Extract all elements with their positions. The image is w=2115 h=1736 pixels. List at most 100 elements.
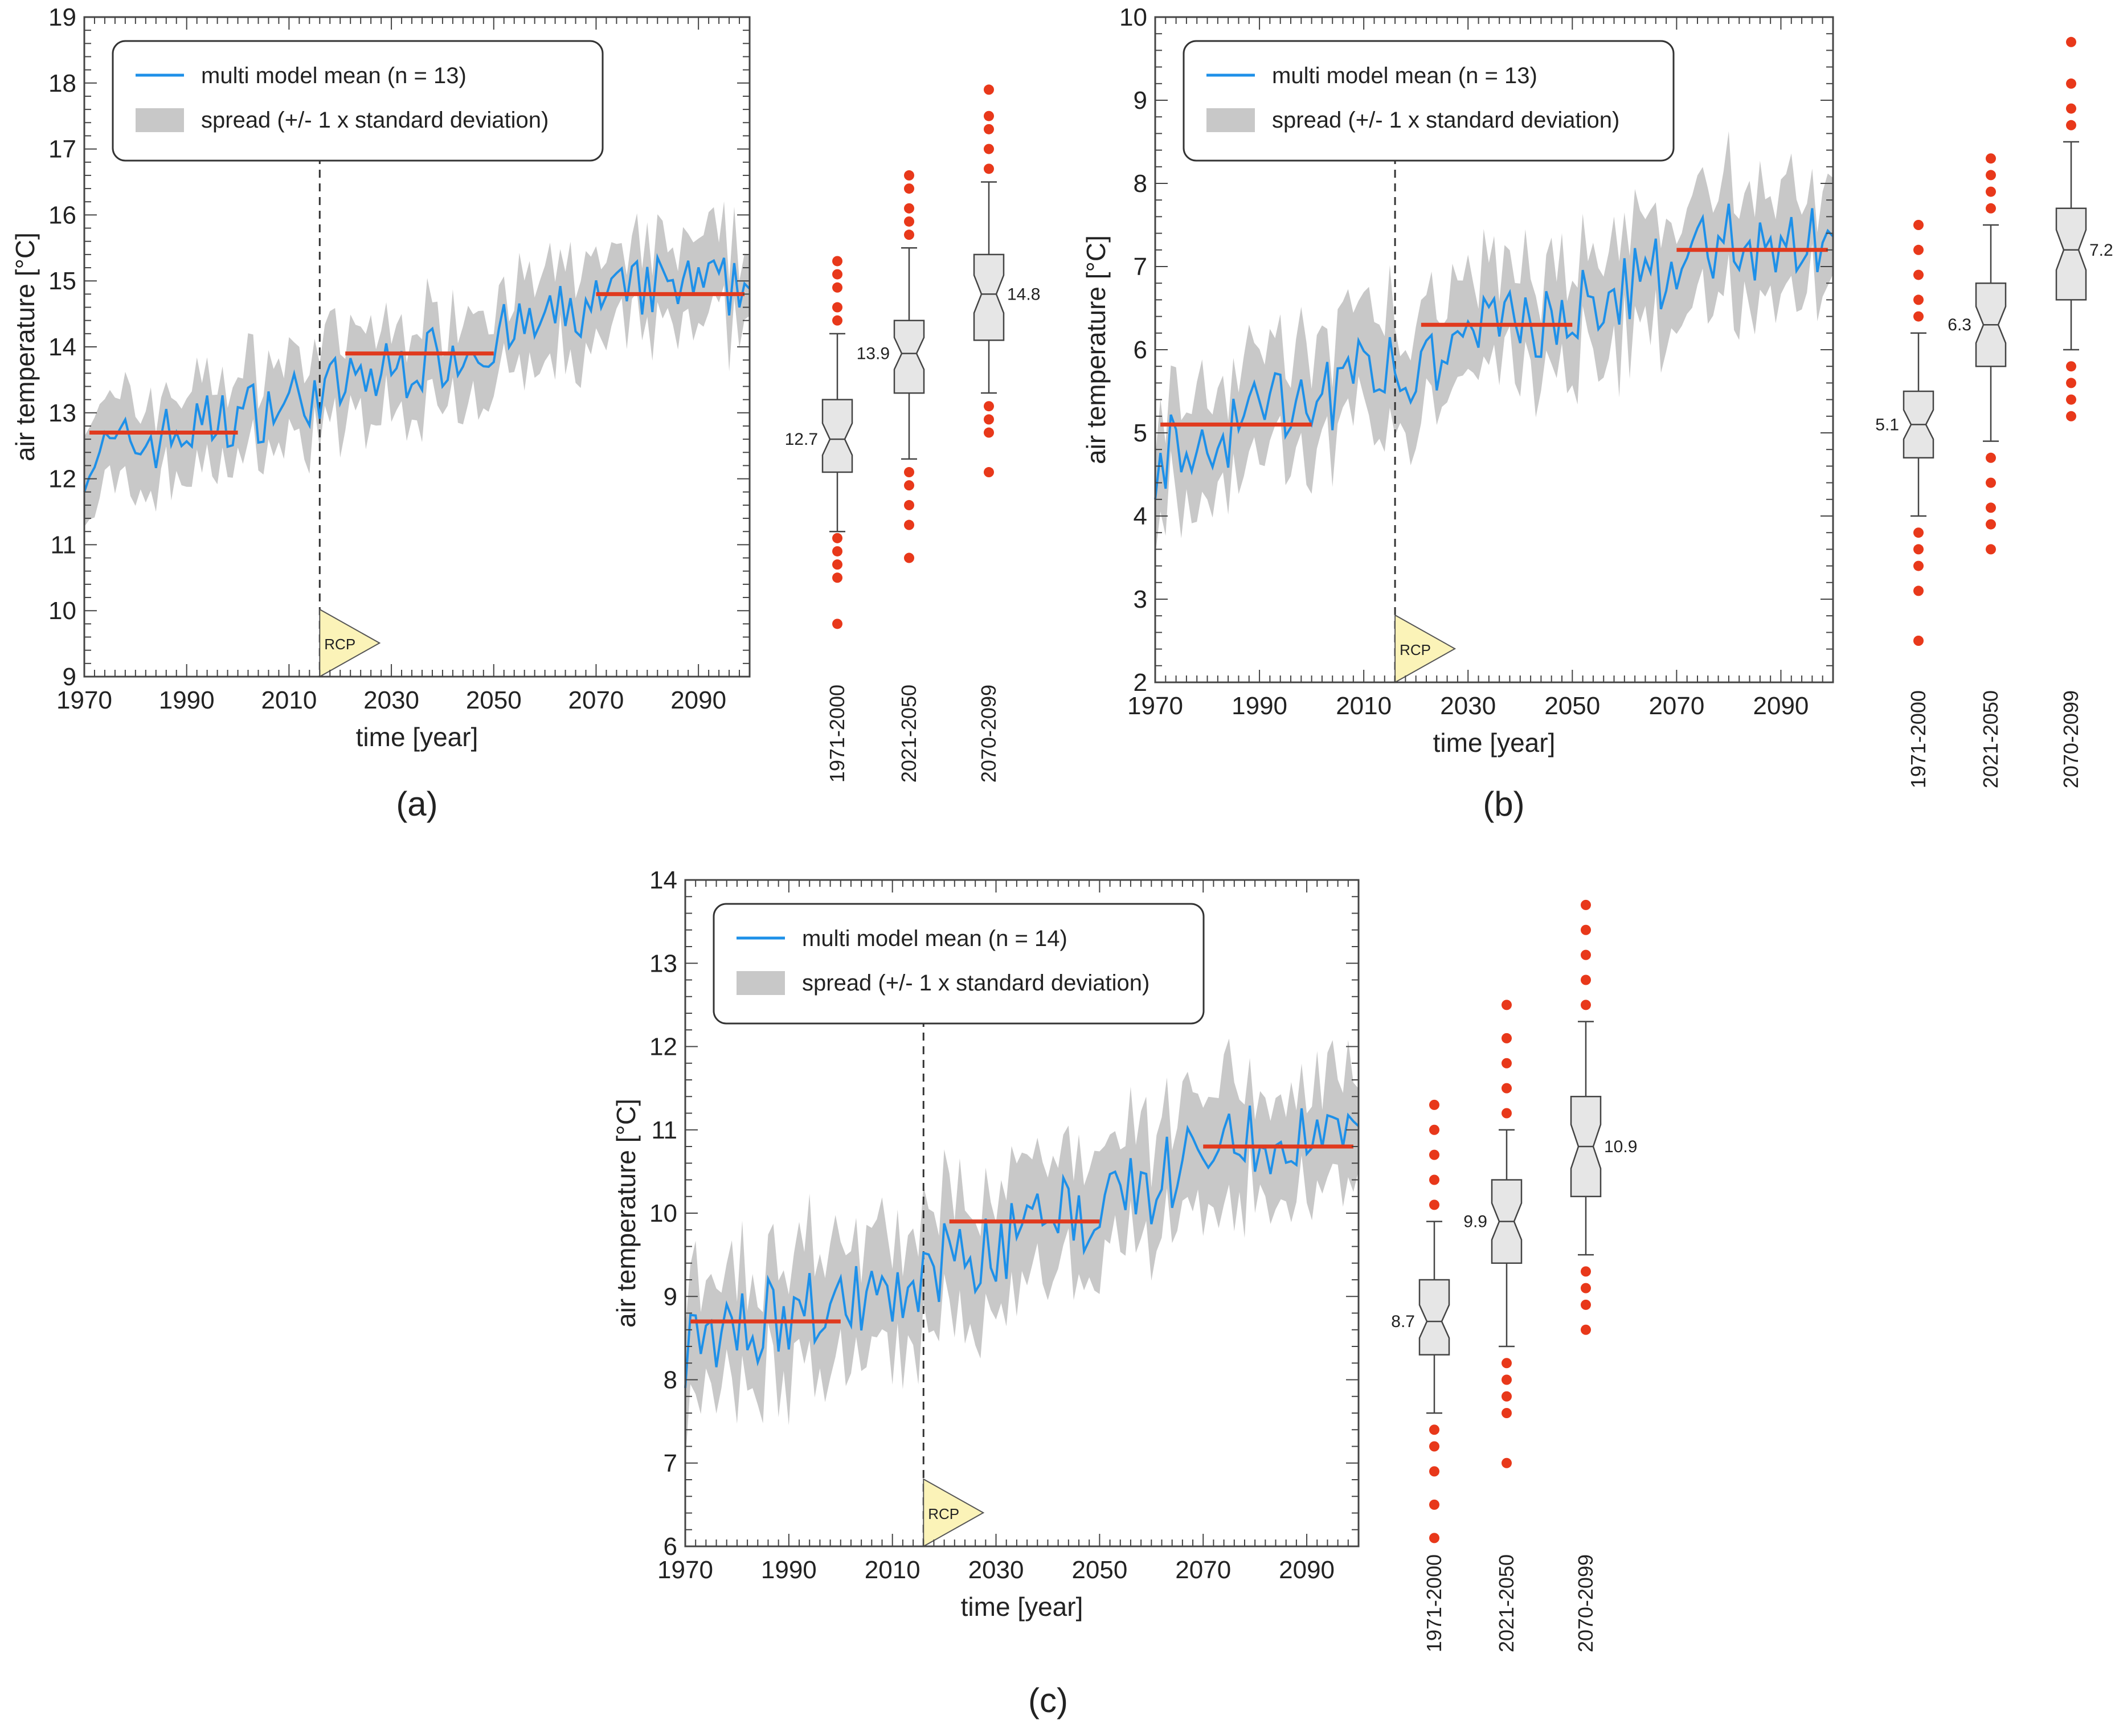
x-axis-label: time [year] <box>961 1592 1083 1622</box>
boxplot-1971-2000: 12.7 1971-2000 <box>785 256 853 783</box>
x-tick-label: 1990 <box>159 686 215 714</box>
outlier-point <box>904 480 914 491</box>
period-label: 2070-2099 <box>977 685 1000 783</box>
outlier-point <box>1581 899 1591 910</box>
x-tick-label: 1990 <box>761 1556 817 1584</box>
period-label: 2021-2050 <box>1979 690 2002 788</box>
x-tick-label: 2070 <box>568 686 624 714</box>
outlier-point <box>1581 1283 1591 1293</box>
outlier-point <box>984 84 994 95</box>
outlier-point <box>1581 1266 1591 1277</box>
outlier-point <box>1502 1033 1512 1043</box>
rcp-label: RCP <box>1400 641 1431 658</box>
outlier-point <box>832 256 842 267</box>
outlier-point <box>1986 186 1996 197</box>
outlier-point <box>1913 294 1924 305</box>
notched-box <box>821 399 853 473</box>
outlier-point <box>832 533 842 543</box>
outlier-point <box>1986 203 1996 214</box>
outlier-point <box>904 552 914 563</box>
y-tick-label: 13 <box>48 399 76 427</box>
y-tick-label: 12 <box>48 465 76 493</box>
y-tick-label: 8 <box>664 1366 677 1394</box>
outlier-point <box>1581 1000 1591 1010</box>
legend-spread-label: spread (+/- 1 x standard deviation) <box>1272 108 1619 133</box>
x-tick-label: 2090 <box>1753 692 1809 720</box>
boxplot-2021-2050: 6.3 2021-2050 <box>1948 153 2007 788</box>
box-mean-label: 13.9 <box>857 345 890 363</box>
outlier-point <box>1429 1533 1439 1543</box>
y-tick-label: 17 <box>48 136 76 163</box>
outlier-point <box>2066 103 2076 114</box>
y-tick-label: 2 <box>1134 669 1147 697</box>
outlier-point <box>1429 1124 1439 1135</box>
y-tick-label: 10 <box>48 597 76 625</box>
y-tick-label: 10 <box>649 1199 677 1227</box>
outlier-point <box>1913 636 1924 646</box>
outlier-point <box>832 282 842 293</box>
legend-box <box>1183 40 1675 162</box>
y-tick-label: 11 <box>50 531 76 559</box>
outlier-point <box>2066 361 2076 372</box>
legend-box <box>112 40 604 162</box>
outlier-point <box>904 467 914 478</box>
y-tick-label: 9 <box>1134 87 1147 114</box>
mean-series-line <box>1154 203 1834 499</box>
outlier-point <box>2066 394 2076 405</box>
x-tick-label: 2030 <box>363 686 419 714</box>
outlier-point <box>904 230 914 240</box>
outlier-point <box>1913 586 1924 596</box>
period-label: 1971-2000 <box>1907 690 1930 788</box>
rcp-label: RCP <box>324 636 355 653</box>
outlier-point <box>832 619 842 629</box>
boxplot-1971-2000: 5.1 1971-2000 <box>1875 220 1934 788</box>
legend-spread-swatch <box>136 108 184 132</box>
x-tick-label: 1990 <box>1232 692 1287 720</box>
period-label: 1971-2000 <box>1422 1554 1446 1652</box>
box-mean-label: 7.2 <box>2089 241 2113 260</box>
y-axis-label: air temperature [°C] <box>1081 235 1111 464</box>
outlier-point <box>1502 1083 1512 1094</box>
boxplot-2070-2099: 7.2 2070-2099 <box>2055 36 2113 788</box>
outlier-point <box>1502 1457 1512 1468</box>
box-mean-label: 12.7 <box>785 430 818 449</box>
outlier-point <box>984 467 994 478</box>
x-axis-label: time [year] <box>356 722 478 752</box>
outlier-point <box>1913 527 1924 538</box>
legend-spread-label: spread (+/- 1 x standard deviation) <box>201 108 549 133</box>
box-mean-label: 14.8 <box>1007 285 1040 304</box>
period-label: 2021-2050 <box>1495 1554 1518 1652</box>
panel-b: RCP 1970 1990 2010 2030 2050 2070 2090 2 3 4 5 6 7 8 9 1… <box>1081 3 2113 823</box>
outlier-point <box>2066 378 2076 388</box>
outlier-point <box>904 183 914 194</box>
legend-spread-label: spread (+/- 1 x standard deviation) <box>802 971 1149 996</box>
outlier-point <box>1913 544 1924 555</box>
x-tick-label: 2030 <box>968 1556 1024 1584</box>
notched-box <box>2055 207 2087 301</box>
outlier-point <box>984 163 994 174</box>
x-axis-label: time [year] <box>1433 728 1556 758</box>
mean-series-line <box>83 253 751 493</box>
outlier-point <box>1913 244 1924 255</box>
legend-spread-swatch <box>1206 108 1255 132</box>
outlier-point <box>1581 949 1591 960</box>
y-tick-label: 8 <box>1134 170 1147 198</box>
outlier-point <box>904 203 914 214</box>
x-tick-label: 1970 <box>1127 692 1183 720</box>
outlier-point <box>984 110 994 121</box>
legend-mean-label: multi model mean (n = 13) <box>201 63 467 88</box>
outlier-point <box>832 302 842 313</box>
legend-spread-swatch <box>737 971 785 995</box>
boxplot-2021-2050: 13.9 2021-2050 <box>857 170 925 783</box>
outlier-point <box>1429 1099 1439 1110</box>
boxplot-2021-2050: 9.9 2021-2050 <box>1463 1000 1523 1652</box>
x-tick-label: 2050 <box>1071 1556 1127 1584</box>
period-label: 2070-2099 <box>2059 690 2083 788</box>
outlier-point <box>1429 1149 1439 1160</box>
outlier-point <box>832 572 842 583</box>
outlier-point <box>1913 269 1924 280</box>
spread-area <box>84 201 750 527</box>
outlier-point <box>1502 1374 1512 1385</box>
y-tick-label: 10 <box>1119 3 1147 31</box>
outlier-point <box>1429 1466 1439 1477</box>
